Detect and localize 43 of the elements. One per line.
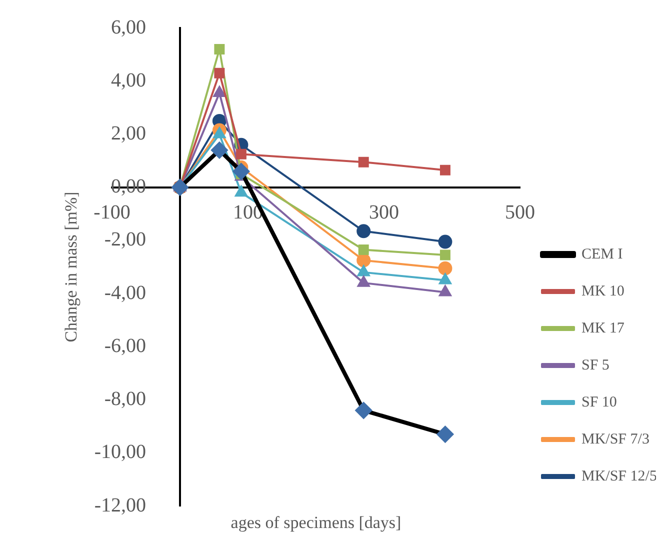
legend-label: MK 10 bbox=[582, 283, 624, 300]
y-tick-label: -2,00 bbox=[104, 228, 146, 251]
point bbox=[356, 224, 371, 238]
legend-label: MK 17 bbox=[582, 320, 625, 336]
y-tick-label: 6,00 bbox=[111, 16, 146, 38]
legend-label: SF 10 bbox=[582, 394, 617, 410]
point bbox=[438, 261, 452, 276]
legend-label: MK/SF 7/3 bbox=[582, 431, 650, 448]
x-axis-title: ages of specimens [days] bbox=[230, 513, 402, 532]
y-tick-label: -6,00 bbox=[104, 334, 146, 357]
point bbox=[214, 68, 225, 78]
x-tick-label: -100 bbox=[94, 202, 130, 224]
y-tick-label: -8,00 bbox=[104, 388, 146, 410]
y-tick-label: 2,00 bbox=[111, 122, 146, 144]
x-tick-label: 500 bbox=[505, 202, 535, 224]
point bbox=[439, 273, 452, 284]
point bbox=[440, 250, 450, 260]
point bbox=[356, 402, 372, 418]
point bbox=[213, 86, 226, 98]
y-tick-label: -12,00 bbox=[94, 494, 146, 516]
point bbox=[236, 148, 246, 160]
point bbox=[440, 164, 450, 176]
point bbox=[358, 244, 369, 255]
y-tick-label: -4,00 bbox=[104, 282, 146, 304]
point bbox=[358, 156, 369, 168]
point bbox=[211, 142, 228, 158]
legend-label: CEM I bbox=[582, 246, 623, 262]
point bbox=[213, 127, 226, 138]
point bbox=[438, 234, 452, 249]
point bbox=[439, 285, 452, 296]
y-tick-label: 4,00 bbox=[111, 69, 146, 92]
point bbox=[235, 186, 248, 197]
point bbox=[357, 265, 370, 276]
y-axis-title: Change in mass [m%] bbox=[61, 192, 80, 342]
y-tick-label: -10,00 bbox=[94, 441, 146, 464]
x-tick-label: 300 bbox=[369, 202, 399, 224]
legend-label: SF 5 bbox=[582, 357, 610, 374]
point bbox=[356, 253, 371, 268]
point bbox=[437, 426, 454, 442]
legend-label: MK/SF 12/5 bbox=[582, 468, 657, 484]
point bbox=[214, 44, 225, 54]
point bbox=[357, 276, 370, 287]
point bbox=[233, 163, 250, 180]
